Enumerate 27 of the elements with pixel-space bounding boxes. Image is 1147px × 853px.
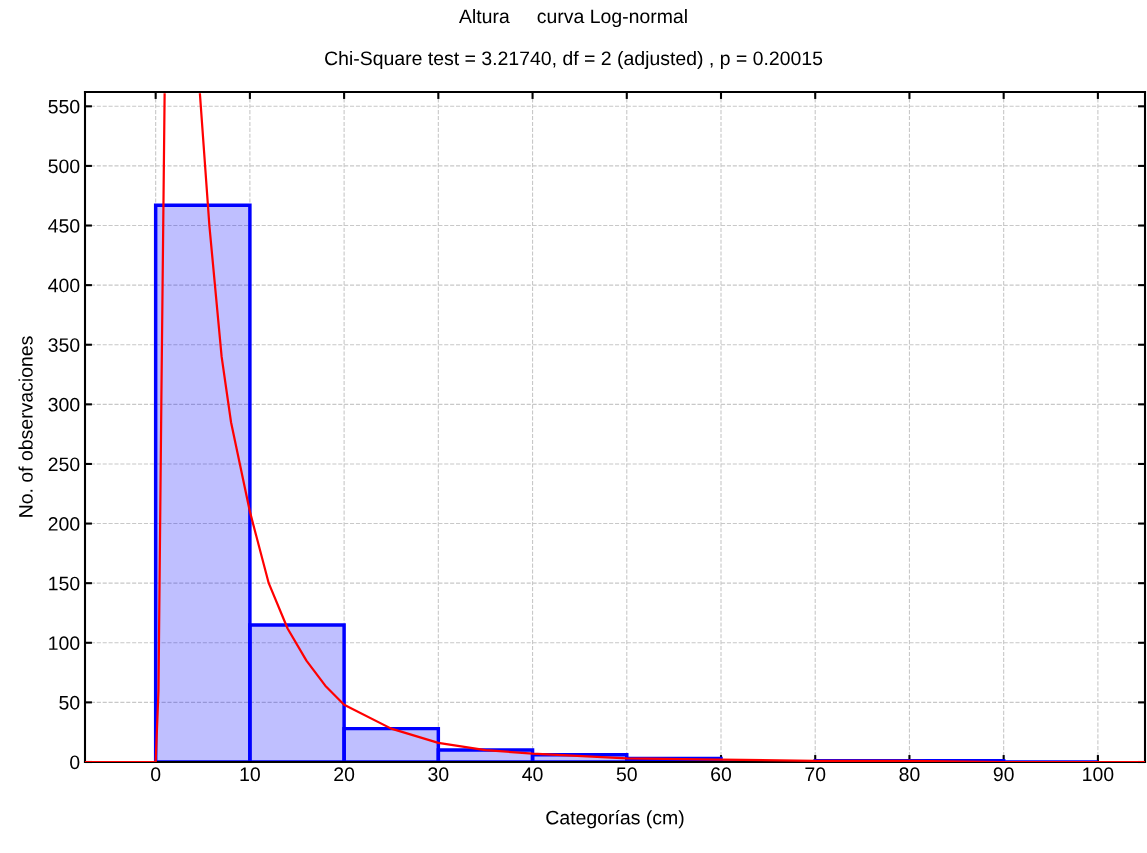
x-tick-label: 100 [1083, 767, 1114, 782]
x-tick-label: 20 [334, 767, 355, 782]
x-tick-label: 60 [711, 767, 732, 782]
x-tick-label: 40 [522, 767, 543, 782]
y-tick-label: 400 [48, 278, 80, 293]
y-tick-label: 300 [48, 397, 80, 412]
x-tick-label: 90 [993, 767, 1014, 782]
y-tick-label: 250 [48, 457, 80, 472]
x-tick-label: 80 [899, 767, 920, 782]
y-tick-label: 550 [48, 99, 80, 114]
y-tick-label: 100 [49, 636, 80, 651]
y-tick-label: 50 [59, 695, 80, 710]
chart-title: Altura curva Log-normal [458, 8, 687, 28]
chart-subtitle: Chi-Square test = 3.21740, df = 2 (adjusted) , p = 0.20015 [325, 50, 823, 70]
y-tick-label: 150 [49, 576, 80, 591]
y-tick-label: 450 [48, 218, 80, 233]
y-tick-label: 350 [48, 338, 80, 352]
y-axis-title: No. of observaciones [18, 336, 33, 517]
x-tick-label: 70 [805, 767, 826, 782]
x-tick-label: 30 [428, 767, 449, 782]
y-tick-label: 0 [70, 755, 80, 770]
y-tick-label: 200 [48, 517, 80, 531]
y-tick-label: 500 [48, 159, 80, 174]
x-tick-label: 10 [240, 767, 260, 782]
x-axis-title: Categorías (cm) [546, 809, 684, 829]
x-tick-label: 0 [151, 767, 161, 782]
x-tick-label: 50 [616, 767, 637, 782]
